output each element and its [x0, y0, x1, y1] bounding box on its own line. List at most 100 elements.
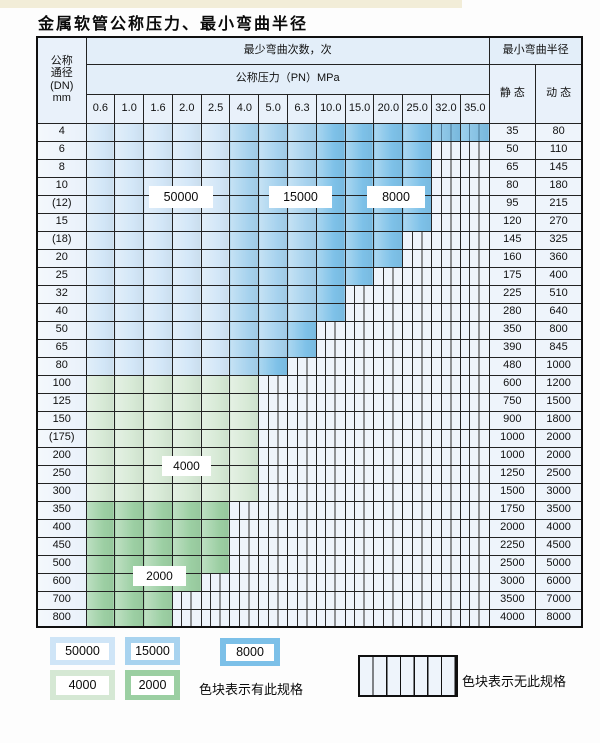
table-row-dn-800: 800 4000 8000	[36, 608, 583, 628]
dn-label: 250	[36, 464, 87, 484]
cell-spec	[171, 374, 202, 394]
cell-no-spec	[315, 536, 346, 556]
pressure-col-2.5: 2.5	[200, 93, 231, 124]
cell-no-spec	[373, 518, 404, 538]
cell-spec	[200, 410, 231, 430]
cell-spec	[171, 338, 202, 358]
cell-spec	[315, 158, 346, 178]
cell-no-spec	[373, 284, 404, 304]
cell-spec	[402, 158, 433, 178]
cell-no-spec	[344, 320, 375, 340]
cell-spec	[171, 482, 202, 502]
cell-spec	[85, 374, 116, 394]
cell-spec	[200, 122, 231, 142]
cell-spec	[200, 248, 231, 268]
cell-no-spec	[373, 590, 404, 610]
table-row-dn-15: 15 120 270	[36, 212, 583, 232]
dynamic-radius-value: 3000	[534, 482, 583, 502]
pressure-col-20.0: 20.0	[373, 93, 404, 124]
table-header: 公称 通径 (DN) mm 最少弯曲次数，次 最小弯曲半径 公称压力（PN）MP…	[36, 36, 583, 124]
cell-no-spec	[402, 554, 433, 574]
cell-spec	[344, 212, 375, 232]
static-radius-value: 350	[488, 320, 536, 340]
cell-spec	[143, 122, 173, 142]
cell-spec	[143, 518, 173, 538]
cell-spec	[171, 284, 202, 304]
cell-no-spec	[287, 410, 317, 430]
cell-no-spec	[171, 608, 202, 628]
cell-no-spec	[431, 536, 461, 556]
dn-label: (18)	[36, 230, 87, 250]
dynamic-radius-value: 1000	[534, 356, 583, 376]
dn-column-header: 公称 通径 (DN) mm	[36, 36, 87, 124]
dynamic-radius-value: 1500	[534, 392, 583, 412]
cell-no-spec	[431, 266, 461, 286]
cell-spec	[85, 446, 116, 466]
table-row-dn-250: 250 1250 2500	[36, 464, 583, 484]
cell-no-spec	[459, 374, 490, 394]
cell-spec	[143, 302, 173, 322]
dn-label: 6	[36, 140, 87, 160]
cell-spec	[287, 158, 317, 178]
cell-no-spec	[459, 392, 490, 412]
cell-spec	[143, 158, 173, 178]
cell-spec	[258, 284, 289, 304]
cell-spec	[85, 212, 116, 232]
dn-label: 50	[36, 320, 87, 340]
cell-no-spec	[431, 464, 461, 484]
cell-no-spec	[431, 140, 461, 160]
cell-spec	[85, 176, 116, 196]
dynamic-radius-value: 1800	[534, 410, 583, 430]
cell-no-spec	[344, 338, 375, 358]
dn-header-line: (DN)	[50, 79, 74, 92]
cell-no-spec	[431, 194, 461, 214]
cell-spec	[431, 122, 461, 142]
cell-spec	[229, 284, 260, 304]
dynamic-radius-value: 640	[534, 302, 583, 322]
cell-spec	[344, 158, 375, 178]
dn-header-line: 公称	[50, 54, 73, 67]
cell-no-spec	[459, 500, 490, 520]
cell-spec	[373, 158, 404, 178]
cell-no-spec	[431, 230, 461, 250]
legend-swatch-label: 15000	[131, 642, 174, 660]
cell-spec	[229, 212, 260, 232]
dn-label: 10	[36, 176, 87, 196]
table-row-dn-175: (175) 1000 2000	[36, 428, 583, 448]
cell-spec	[85, 158, 116, 178]
cell-spec	[85, 248, 116, 268]
cell-no-spec	[431, 590, 461, 610]
pressure-values-row: 0.6 1.0 1.6 2.0 2.5 4.0 5.0 6.3 10.0 15.0 20.0 25.0…	[37, 93, 582, 124]
cell-no-spec	[287, 446, 317, 466]
cell-spec	[229, 464, 260, 484]
cell-no-spec	[200, 572, 231, 592]
cell-spec	[200, 338, 231, 358]
cell-spec	[229, 140, 260, 160]
cell-spec	[171, 122, 202, 142]
region-label-2000: 2000	[133, 566, 186, 586]
legend-swatch-50000: 50000	[50, 637, 115, 665]
cell-no-spec	[287, 392, 317, 412]
dn-label: 80	[36, 356, 87, 376]
cycles-header: 最少弯曲次数，次	[85, 36, 490, 65]
cell-spec	[402, 212, 433, 232]
cell-no-spec	[287, 482, 317, 502]
cell-spec	[229, 248, 260, 268]
cell-spec	[287, 338, 317, 358]
cell-spec	[143, 374, 173, 394]
cell-no-spec	[287, 608, 317, 628]
cell-spec	[143, 248, 173, 268]
static-radius-value: 2500	[488, 554, 536, 574]
table-row-dn-18: (18) 145 325	[36, 230, 583, 250]
static-radius-value: 175	[488, 266, 536, 286]
cell-no-spec	[315, 464, 346, 484]
cell-spec	[85, 320, 116, 340]
cell-no-spec	[402, 248, 433, 268]
scan-edge-strip	[0, 0, 462, 8]
cell-no-spec	[431, 392, 461, 412]
static-radius-value: 280	[488, 302, 536, 322]
dynamic-radius-value: 180	[534, 176, 583, 196]
cell-spec	[258, 356, 289, 376]
cell-spec	[315, 140, 346, 160]
cell-spec	[143, 410, 173, 430]
